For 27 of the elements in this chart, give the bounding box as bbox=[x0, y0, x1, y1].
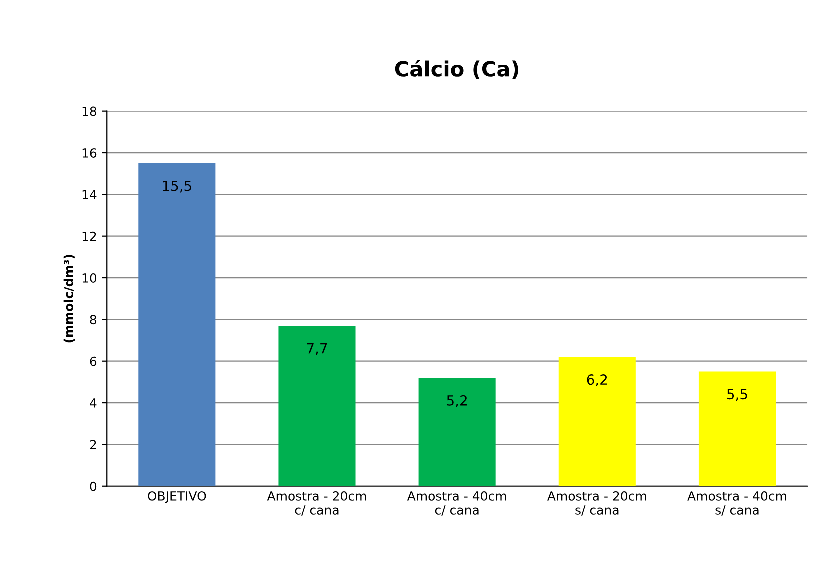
bar bbox=[278, 326, 356, 486]
chart-title: Cálcio (Ca) bbox=[395, 60, 518, 80]
y-tick-label: 14 bbox=[82, 190, 97, 200]
x-tick-label: Amostra - 20cm s/ cana bbox=[548, 491, 646, 516]
x-tick-label: Amostra - 40cm s/ cana bbox=[688, 491, 786, 516]
y-tick-label: 0 bbox=[90, 482, 97, 492]
data-label: 15,5 bbox=[163, 180, 192, 193]
y-tick-label: 6 bbox=[90, 356, 97, 366]
y-tick-label: 2 bbox=[90, 440, 96, 450]
x-tick-label: OBJETIVO bbox=[148, 491, 206, 504]
y-tick-label: 16 bbox=[82, 148, 97, 158]
x-tick-label: Amostra - 40cm c/ cana bbox=[407, 491, 506, 516]
y-tick-label: 4 bbox=[90, 398, 97, 408]
bar bbox=[138, 163, 216, 486]
y-tick-label: 18 bbox=[82, 106, 97, 116]
bar bbox=[558, 357, 636, 486]
data-label: 6,2 bbox=[587, 374, 608, 386]
y-tick-label: 10 bbox=[82, 273, 97, 283]
data-label: 5,5 bbox=[728, 389, 748, 402]
y-tick-label: 8 bbox=[90, 315, 97, 325]
y-axis-title: (mmolc/dm³) bbox=[64, 255, 75, 343]
bar bbox=[418, 378, 496, 486]
x-tick-label: Amostra - 20cm c/ cana bbox=[267, 491, 366, 516]
data-label: 5,2 bbox=[447, 395, 467, 408]
bar bbox=[698, 372, 776, 486]
data-label: 7,7 bbox=[307, 343, 328, 356]
y-tick-label: 12 bbox=[82, 232, 96, 242]
